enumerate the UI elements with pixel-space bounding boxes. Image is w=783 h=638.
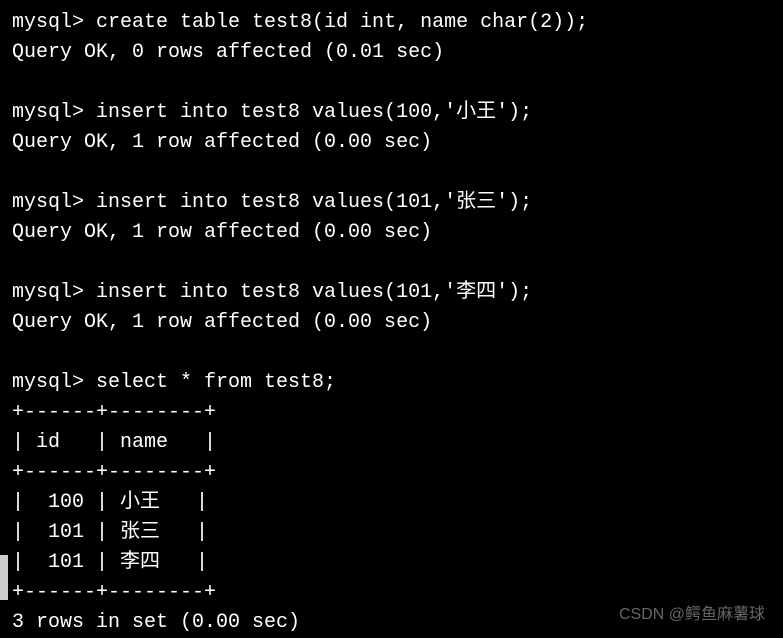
command-line: mysql> insert into test8 values(101,'李四'… [12, 278, 771, 308]
sql-command: insert into test8 values(100,'小王'); [96, 101, 532, 124]
sql-command: insert into test8 values(101,'张三'); [96, 191, 532, 214]
blank-line [12, 158, 771, 188]
sql-command: create table test8(id int, name char(2))… [96, 11, 588, 34]
command-line: mysql> insert into test8 values(101,'张三'… [12, 188, 771, 218]
command-line: mysql> create table test8(id int, name c… [12, 8, 771, 38]
blank-line [12, 338, 771, 368]
watermark: CSDN @鳄鱼麻薯球 [619, 603, 765, 627]
result-line: Query OK, 0 rows affected (0.01 sec) [12, 38, 771, 68]
table-row: | 101 | 李四 | [12, 548, 771, 578]
table-border: +------+--------+ [12, 458, 771, 488]
table-row: | 101 | 张三 | [12, 518, 771, 548]
table-row: | 100 | 小王 | [12, 488, 771, 518]
command-line: mysql> select * from test8; [12, 368, 771, 398]
table-header: | id | name | [12, 428, 771, 458]
sql-command: insert into test8 values(101,'李四'); [96, 281, 532, 304]
result-line: Query OK, 1 row affected (0.00 sec) [12, 308, 771, 338]
terminal-output: mysql> create table test8(id int, name c… [12, 8, 771, 638]
prompt: mysql> [12, 281, 96, 304]
table-border: +------+--------+ [12, 398, 771, 428]
prompt: mysql> [12, 101, 96, 124]
result-line: Query OK, 1 row affected (0.00 sec) [12, 128, 771, 158]
blank-line [12, 248, 771, 278]
sql-command: select * from test8; [96, 371, 336, 394]
selection-bar [0, 555, 8, 600]
prompt: mysql> [12, 191, 96, 214]
result-line: Query OK, 1 row affected (0.00 sec) [12, 218, 771, 248]
prompt: mysql> [12, 371, 96, 394]
command-line: mysql> insert into test8 values(100,'小王'… [12, 98, 771, 128]
blank-line [12, 68, 771, 98]
prompt: mysql> [12, 11, 96, 34]
